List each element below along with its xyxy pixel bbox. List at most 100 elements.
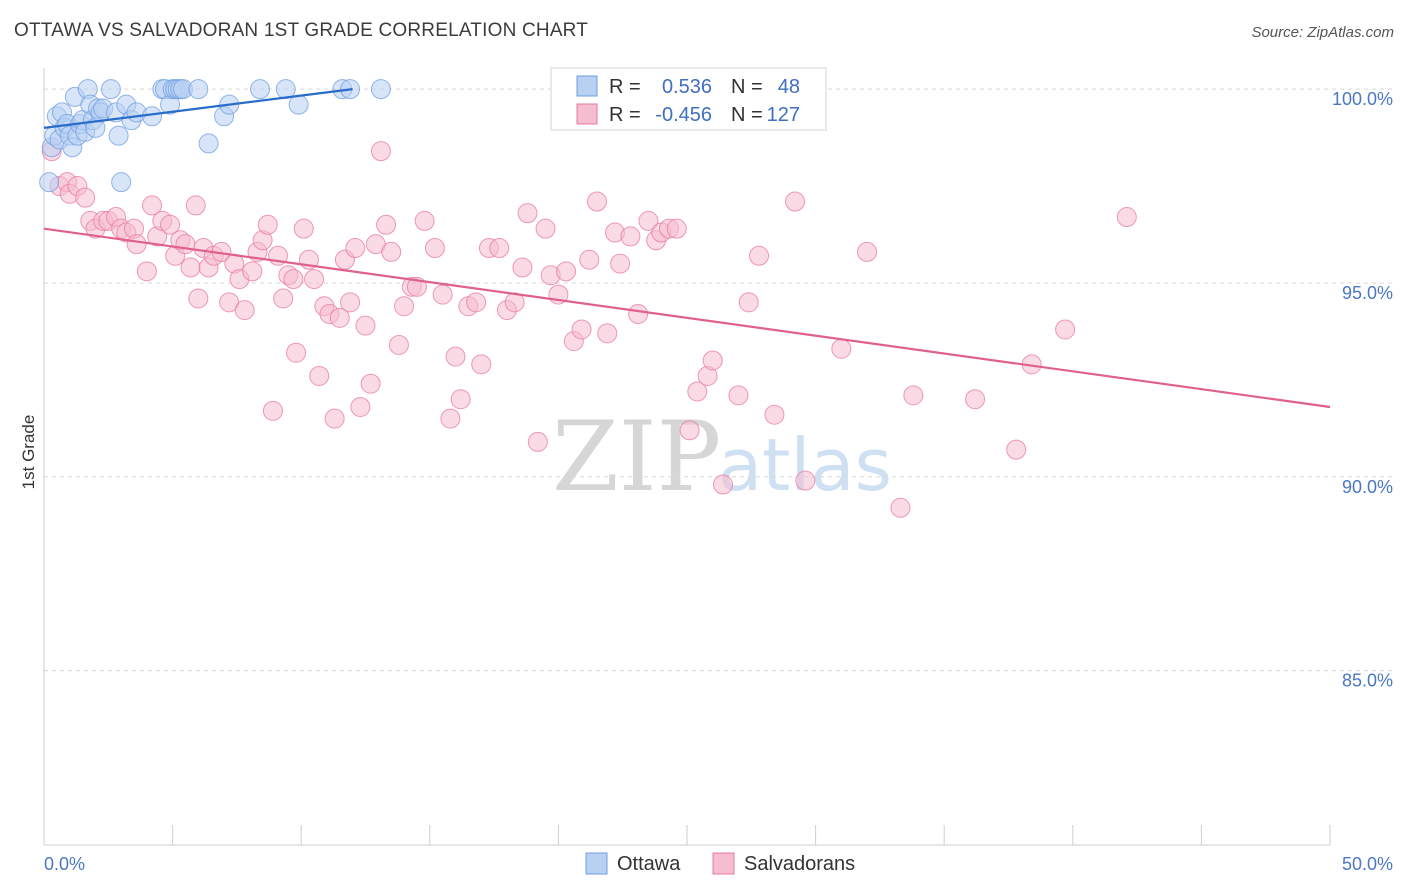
salvadoran-swatch	[576, 103, 598, 125]
salvadoran-point	[597, 323, 618, 344]
salvadoran-point	[424, 238, 445, 259]
ottawa-point	[39, 172, 60, 193]
salvadoran-point	[857, 241, 878, 262]
salvadoran-point	[234, 300, 255, 321]
salvadoran-point	[610, 253, 631, 274]
salvadoran-point	[136, 261, 157, 282]
salvadoran-point	[571, 319, 592, 340]
salvadoran-point	[738, 292, 759, 313]
salvadoran-point	[586, 191, 607, 212]
chart-title: OTTAWA VS SALVADORAN 1ST GRADE CORRELATI…	[14, 20, 589, 41]
y-tick-label: 100.0%	[1332, 89, 1393, 109]
salvadoran-point	[764, 404, 785, 425]
ottawa-point	[111, 172, 132, 193]
salvadoran-point	[1116, 207, 1137, 228]
salvadoran-point	[309, 365, 330, 386]
gridlines	[44, 88, 1392, 672]
salvadoran-point	[388, 334, 409, 355]
salvadoran-point	[679, 420, 700, 441]
salvadoran-point	[188, 288, 209, 309]
ottawa-point	[108, 125, 129, 146]
ottawa-point	[188, 79, 209, 100]
stats-r-value: -0.456	[655, 104, 712, 126]
salvadoran-point	[329, 307, 350, 328]
legend-ottawa-label: Ottawa	[617, 853, 681, 875]
salvadoran-point	[517, 203, 538, 224]
data-points	[39, 79, 1137, 518]
salvadoran-point	[890, 497, 911, 518]
salvadoran-point	[432, 284, 453, 305]
salvadoran-point	[273, 288, 294, 309]
legend-ottawa-swatch	[585, 852, 608, 875]
salvadoran-point	[620, 226, 641, 247]
salvadoran-point	[1006, 439, 1027, 460]
salvadoran-point	[370, 141, 391, 162]
salvadoran-point	[175, 234, 196, 255]
salvadoran-point	[1055, 319, 1076, 340]
salvadoran-point	[450, 389, 471, 410]
salvadoran-point	[180, 257, 201, 278]
x-tick-labels: 0.0% 50.0%	[44, 854, 1393, 874]
salvadoran-point	[466, 292, 487, 313]
salvadoran-point	[340, 292, 361, 313]
y-tick-label: 95.0%	[1342, 283, 1393, 303]
stats-n-label: N =	[731, 76, 763, 98]
salvadoran-point	[831, 338, 852, 359]
stats-legend: R = 0.536 N = 48 R = -0.456 N = 127	[550, 67, 827, 131]
legend-salvadorans-swatch	[712, 852, 735, 875]
salvadoran-point	[666, 218, 687, 239]
axes	[43, 68, 1331, 846]
stats-r-label: R =	[609, 104, 641, 126]
ottawa-point	[288, 94, 309, 115]
salvadoran-point	[687, 381, 708, 402]
salvadoran-point	[242, 261, 263, 282]
ottawa-point	[250, 79, 271, 100]
salvadoran-point	[512, 257, 533, 278]
salvadoran-point	[785, 191, 806, 212]
salvadoran-point	[160, 214, 181, 235]
salvadoran-point	[394, 296, 415, 317]
salvadoran-point	[638, 210, 659, 231]
salvadoran-point	[965, 389, 986, 410]
salvadoran-point	[381, 241, 402, 262]
salvadoran-point	[579, 249, 600, 270]
bottom-legend: Ottawa Salvadorans	[585, 852, 855, 875]
salvadoran-point	[126, 234, 147, 255]
salvadoran-point	[142, 195, 163, 216]
salvadoran-point	[376, 214, 397, 235]
x-tick-label: 50.0%	[1342, 854, 1393, 874]
salvadoran-point	[283, 269, 304, 290]
stats-r-value: 0.536	[662, 76, 712, 98]
salvadoran-point	[304, 269, 325, 290]
salvadoran-point	[75, 187, 96, 208]
stats-n-label: N =	[731, 104, 763, 126]
x-tick-label: 0.0%	[44, 854, 85, 874]
salvadoran-point	[527, 431, 548, 452]
y-axis-title: 1st Grade	[19, 415, 38, 490]
salvadoran-point	[504, 292, 525, 313]
salvadoran-point	[350, 396, 371, 417]
y-tick-label: 85.0%	[1342, 671, 1393, 691]
ottawa-point	[370, 79, 391, 100]
salvadoran-point	[728, 385, 749, 406]
salvadoran-point	[471, 354, 492, 375]
salvadoran-trend-line	[43, 227, 1331, 409]
salvadoran-point	[262, 400, 283, 421]
salvadoran-point	[535, 218, 556, 239]
salvadoran-point	[489, 238, 510, 259]
salvadoran-point	[556, 261, 577, 282]
ottawa-point	[198, 133, 219, 154]
salvadoran-point	[903, 385, 924, 406]
salvadoran-point	[286, 342, 307, 363]
trend-lines	[43, 88, 1331, 409]
salvadoran-point	[749, 245, 770, 266]
y-tick-label: 90.0%	[1342, 477, 1393, 497]
stats-n-value: 127	[767, 104, 800, 126]
salvadoran-point	[345, 238, 366, 259]
stats-n-value: 48	[778, 76, 800, 98]
salvadoran-point	[414, 210, 435, 231]
salvadoran-point	[628, 303, 649, 324]
salvadoran-point	[445, 346, 466, 367]
legend-salvadorans-label: Salvadorans	[744, 853, 855, 875]
